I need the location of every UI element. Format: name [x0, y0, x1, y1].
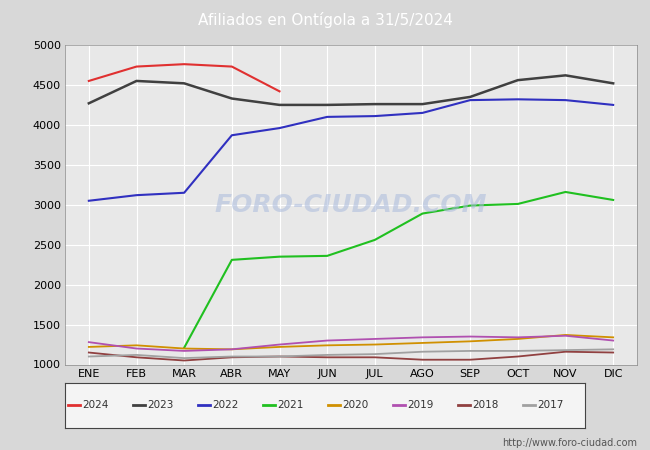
Text: 2019: 2019 [407, 400, 434, 410]
Text: 2020: 2020 [342, 400, 368, 410]
Text: 2021: 2021 [277, 400, 304, 410]
Text: http://www.foro-ciudad.com: http://www.foro-ciudad.com [502, 438, 637, 448]
Text: 2024: 2024 [82, 400, 109, 410]
Text: 2018: 2018 [472, 400, 499, 410]
Text: 2022: 2022 [212, 400, 239, 410]
Text: FORO-CIUDAD.COM: FORO-CIUDAD.COM [214, 193, 488, 217]
Text: Afiliados en Ontígola a 31/5/2024: Afiliados en Ontígola a 31/5/2024 [198, 12, 452, 28]
Text: 2023: 2023 [147, 400, 174, 410]
Text: 2017: 2017 [537, 400, 564, 410]
